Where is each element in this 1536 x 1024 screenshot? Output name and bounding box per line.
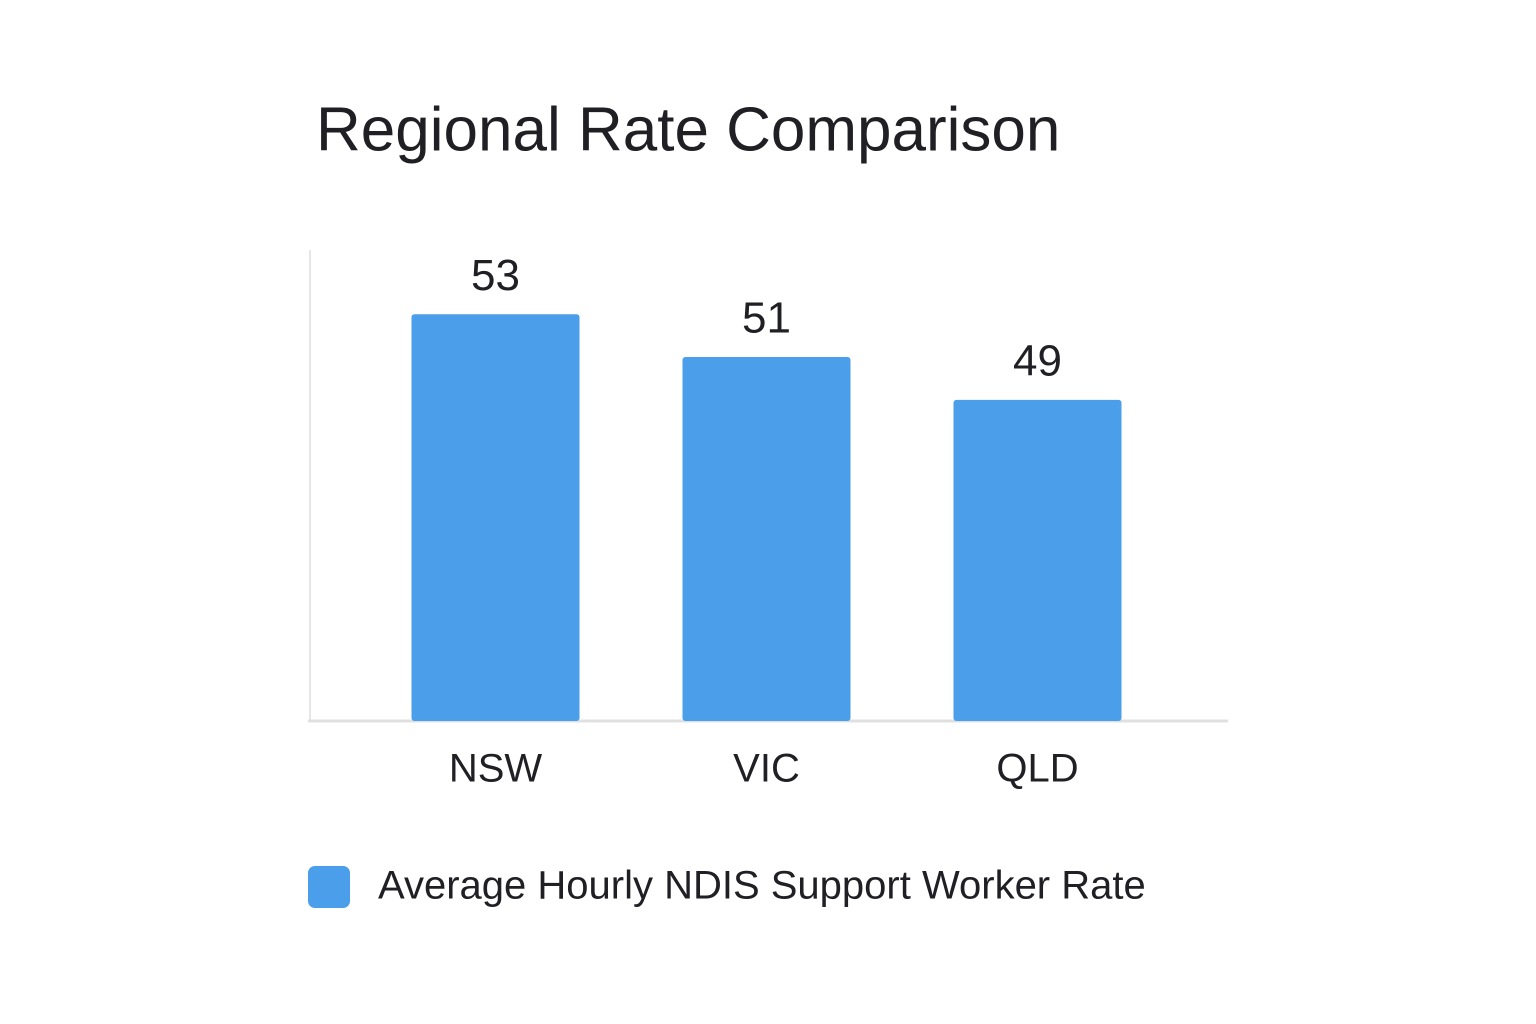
x-tick-label: QLD: [996, 747, 1078, 791]
bar: [411, 314, 580, 721]
bar: [953, 399, 1122, 721]
bar: [682, 357, 851, 721]
legend-swatch: [308, 866, 350, 908]
value-label: 49: [1013, 336, 1062, 385]
value-label: 53: [471, 251, 520, 300]
x-tick-label: VIC: [733, 747, 800, 791]
x-tick-label: NSW: [449, 747, 543, 791]
value-label: 51: [742, 294, 791, 343]
legend-label: Average Hourly NDIS Support Worker Rate: [378, 864, 1146, 908]
chart-title: Regional Rate Comparison: [316, 95, 1060, 164]
